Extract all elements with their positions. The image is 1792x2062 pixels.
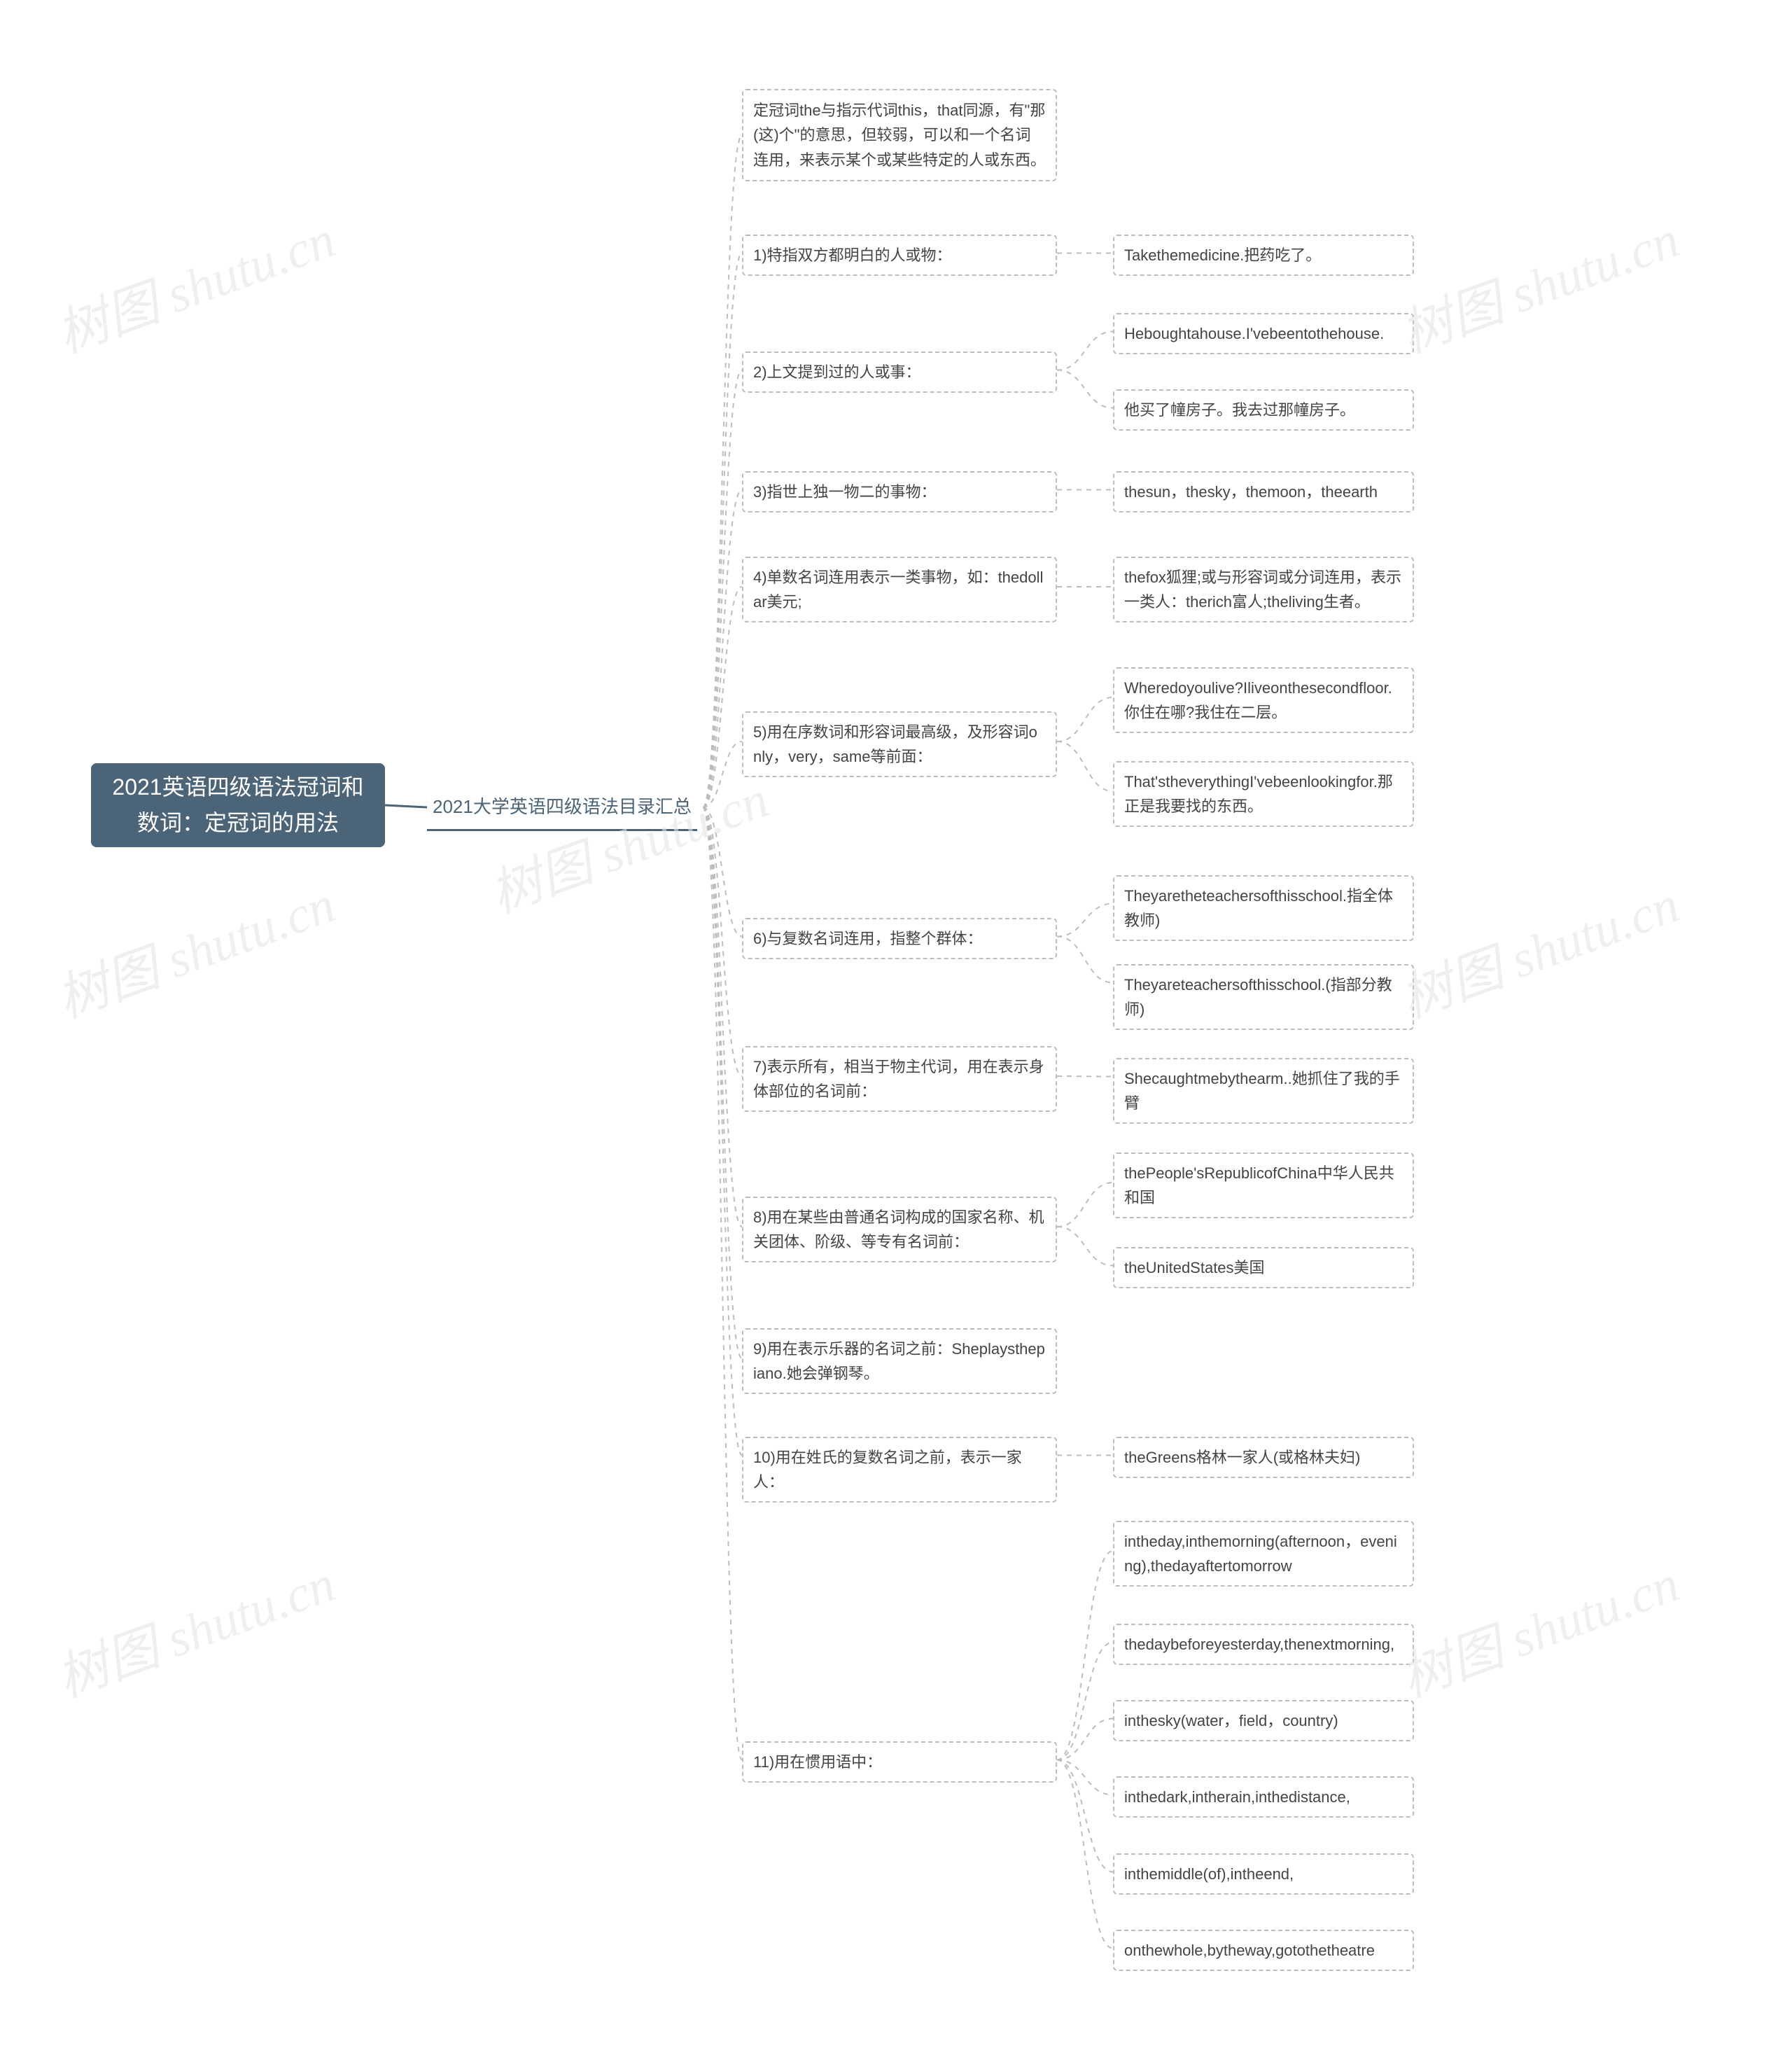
secondary-label: 7)表示所有，相当于物主代词，用在表示身体部位的名词前： xyxy=(753,1054,1046,1103)
root-node: 2021英语四级语法冠词和 数词：定冠词的用法 xyxy=(91,763,385,847)
secondary-node: 8)用在某些由普通名词构成的国家名称、机关团体、阶级、等专有名词前： xyxy=(742,1197,1057,1262)
tertiary-node: thedaybeforeyesterday,thenextmorning, xyxy=(1113,1624,1414,1665)
secondary-node: 3)指世上独一物二的事物： xyxy=(742,471,1057,513)
tertiary-node: Wheredoyoulive?Iliveonthesecondfloor.你住在… xyxy=(1113,667,1414,733)
tertiary-label: theUnitedStates美国 xyxy=(1124,1255,1265,1280)
tertiary-node: onthewhole,bytheway,gotothetheatre xyxy=(1113,1930,1414,1971)
tertiary-node: inthemiddle(of),intheend, xyxy=(1113,1853,1414,1895)
secondary-label: 定冠词the与指示代词this，that同源，有"那(这)个"的意思，但较弱，可… xyxy=(753,98,1046,172)
secondary-node: 7)表示所有，相当于物主代词，用在表示身体部位的名词前： xyxy=(742,1046,1057,1112)
root-label: 2021英语四级语法冠词和 数词：定冠词的用法 xyxy=(112,769,363,841)
watermark-text: 树图 shutu.cn xyxy=(45,1542,344,1712)
tertiary-label: intheday,inthemorning(afternoon，evening)… xyxy=(1124,1529,1403,1578)
tertiary-node: theUnitedStates美国 xyxy=(1113,1247,1414,1288)
tertiary-node: theGreens格林一家人(或格林夫妇) xyxy=(1113,1437,1414,1478)
tertiary-node: thefox狐狸;或与形容词或分词连用，表示一类人：therich富人;thel… xyxy=(1113,557,1414,622)
secondary-node: 9)用在表示乐器的名词之前：Sheplaysthepiano.她会弹钢琴。 xyxy=(742,1328,1057,1394)
level1-label: 2021大学英语四级语法目录汇总 xyxy=(433,793,692,822)
watermark-text: 树图 shutu.cn xyxy=(478,758,777,928)
secondary-label: 8)用在某些由普通名词构成的国家名称、机关团体、阶级、等专有名词前： xyxy=(753,1205,1046,1254)
secondary-node: 5)用在序数词和形容词最高级，及形容词only，very，same等前面： xyxy=(742,711,1057,777)
secondary-label: 11)用在惯用语中： xyxy=(753,1750,882,1774)
watermark-text: 树图 shutu.cn xyxy=(1389,863,1688,1033)
tertiary-label: thesun，thesky，themoon，theearth xyxy=(1124,480,1378,504)
watermark-text: 树图 shutu.cn xyxy=(1389,1542,1688,1712)
tertiary-node: thesun，thesky，themoon，theearth xyxy=(1113,471,1414,513)
tertiary-node: Theyareteachersofthisschool.(指部分教师) xyxy=(1113,964,1414,1030)
secondary-node: 11)用在惯用语中： xyxy=(742,1741,1057,1783)
secondary-label: 9)用在表示乐器的名词之前：Sheplaysthepiano.她会弹钢琴。 xyxy=(753,1337,1046,1386)
tertiary-node: Theyaretheteachersofthisschool.指全体教师) xyxy=(1113,875,1414,941)
secondary-label: 6)与复数名词连用，指整个群体： xyxy=(753,926,983,951)
tertiary-label: thePeople'sRepublicofChina中华人民共和国 xyxy=(1124,1161,1403,1210)
mindmap-canvas: 2021英语四级语法冠词和 数词：定冠词的用法 2021大学英语四级语法目录汇总… xyxy=(0,0,1792,2062)
tertiary-node: Heboughtahouse.I'vebeentothehouse. xyxy=(1113,313,1414,354)
tertiary-label: onthewhole,bytheway,gotothetheatre xyxy=(1124,1938,1375,1963)
tertiary-node: Takethemedicine.把药吃了。 xyxy=(1113,235,1414,276)
tertiary-node: 他买了幢房子。我去过那幢房子。 xyxy=(1113,389,1414,431)
secondary-node: 2)上文提到过的人或事： xyxy=(742,351,1057,393)
tertiary-label: thedaybeforeyesterday,thenextmorning, xyxy=(1124,1632,1394,1657)
tertiary-label: inthedark,intherain,inthedistance, xyxy=(1124,1785,1350,1809)
secondary-node: 定冠词the与指示代词this，that同源，有"那(这)个"的意思，但较弱，可… xyxy=(742,89,1057,181)
secondary-label: 5)用在序数词和形容词最高级，及形容词only，very，same等前面： xyxy=(753,720,1046,769)
secondary-node: 4)单数名词连用表示一类事物，如：thedollar美元; xyxy=(742,557,1057,622)
tertiary-label: Theyareteachersofthisschool.(指部分教师) xyxy=(1124,973,1403,1022)
secondary-node: 6)与复数名词连用，指整个群体： xyxy=(742,918,1057,959)
tertiary-label: inthemiddle(of),intheend, xyxy=(1124,1862,1294,1886)
secondary-label: 10)用在姓氏的复数名词之前，表示一家人： xyxy=(753,1445,1046,1494)
secondary-node: 10)用在姓氏的复数名词之前，表示一家人： xyxy=(742,1437,1057,1503)
tertiary-node: intheday,inthemorning(afternoon，evening)… xyxy=(1113,1521,1414,1587)
level1-node: 2021大学英语四级语法目录汇总 xyxy=(427,788,697,831)
tertiary-label: thefox狐狸;或与形容词或分词连用，表示一类人：therich富人;thel… xyxy=(1124,565,1403,614)
secondary-label: 2)上文提到过的人或事： xyxy=(753,360,921,384)
secondary-label: 4)单数名词连用表示一类事物，如：thedollar美元; xyxy=(753,565,1046,614)
tertiary-label: Shecaughtmebythearm..她抓住了我的手臂 xyxy=(1124,1066,1403,1115)
watermark-text: 树图 shutu.cn xyxy=(45,863,344,1033)
tertiary-node: inthedark,intherain,inthedistance, xyxy=(1113,1776,1414,1818)
tertiary-node: That'stheverythingI'vebeenlookingfor.那正是… xyxy=(1113,761,1414,827)
secondary-node: 1)特指双方都明白的人或物： xyxy=(742,235,1057,276)
tertiary-node: Shecaughtmebythearm..她抓住了我的手臂 xyxy=(1113,1058,1414,1124)
watermark-text: 树图 shutu.cn xyxy=(1389,197,1688,368)
secondary-label: 3)指世上独一物二的事物： xyxy=(753,480,937,504)
tertiary-label: Takethemedicine.把药吃了。 xyxy=(1124,243,1321,267)
tertiary-label: Theyaretheteachersofthisschool.指全体教师) xyxy=(1124,884,1403,933)
tertiary-node: inthesky(water，field，country) xyxy=(1113,1700,1414,1741)
tertiary-label: inthesky(water，field，country) xyxy=(1124,1708,1338,1733)
tertiary-node: thePeople'sRepublicofChina中华人民共和国 xyxy=(1113,1152,1414,1218)
watermark-text: 树图 shutu.cn xyxy=(45,197,344,368)
tertiary-label: That'stheverythingI'vebeenlookingfor.那正是… xyxy=(1124,769,1403,818)
secondary-label: 1)特指双方都明白的人或物： xyxy=(753,243,952,267)
tertiary-label: Wheredoyoulive?Iliveonthesecondfloor.你住在… xyxy=(1124,676,1403,725)
tertiary-label: 他买了幢房子。我去过那幢房子。 xyxy=(1124,398,1355,422)
tertiary-label: theGreens格林一家人(或格林夫妇) xyxy=(1124,1445,1360,1470)
tertiary-label: Heboughtahouse.I'vebeentothehouse. xyxy=(1124,321,1384,346)
